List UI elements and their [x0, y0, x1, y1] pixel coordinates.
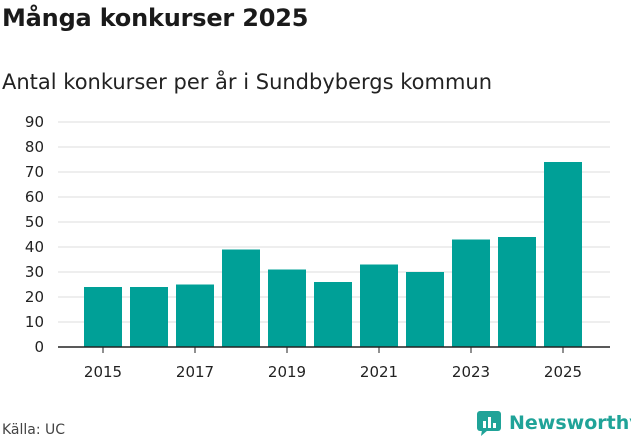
y-tick-label-40: 40	[25, 238, 44, 256]
bar-2019	[268, 269, 306, 347]
x-tick-label-2023: 2023	[452, 363, 490, 381]
y-tick-label-10: 10	[25, 313, 44, 331]
bar-2018	[222, 249, 260, 347]
x-tick-label-2025: 2025	[544, 363, 582, 381]
bar-2022	[406, 272, 444, 347]
x-tick-label-2017: 2017	[176, 363, 214, 381]
bar-chart: 0 10 20 30 40 50 60 70 80 90 2015 2017 2019 2021 2023 2…	[25, 113, 610, 381]
y-tick-label-20: 20	[25, 288, 44, 306]
x-tick-label-2021: 2021	[360, 363, 398, 381]
brand-logo: Newsworthy	[476, 408, 631, 438]
y-tick-label-80: 80	[25, 138, 44, 156]
y-tick-label-50: 50	[25, 213, 44, 231]
x-tick-label-2019: 2019	[268, 363, 306, 381]
bar-2024	[498, 237, 536, 347]
bar-2020	[314, 282, 352, 347]
y-tick-label-60: 60	[25, 188, 44, 206]
axis-layer: 0 10 20 30 40 50 60 70 80 90 2015 2017 2019 2021 2023 2…	[25, 113, 610, 381]
bar-2015	[84, 287, 122, 347]
bar-2021	[360, 264, 398, 347]
chart-title: Många konkurser 2025	[2, 4, 309, 32]
bar-2017	[176, 284, 214, 347]
bar-2016	[130, 287, 168, 347]
source-note: Källa: UC	[2, 422, 66, 438]
brand-name: Newsworthy	[509, 412, 631, 434]
y-tick-label-0: 0	[34, 338, 44, 356]
newsworthy-logo-icon	[477, 411, 501, 436]
y-tick-label-90: 90	[25, 113, 44, 131]
y-tick-label-70: 70	[25, 163, 44, 181]
y-tick-label-30: 30	[25, 263, 44, 281]
bar-2023	[452, 239, 490, 347]
x-tick-label-2015: 2015	[84, 363, 122, 381]
bar-layer	[84, 162, 582, 347]
bar-2025	[544, 162, 582, 347]
chart-subtitle: Antal konkurser per år i Sundbybergs kom…	[2, 70, 493, 94]
